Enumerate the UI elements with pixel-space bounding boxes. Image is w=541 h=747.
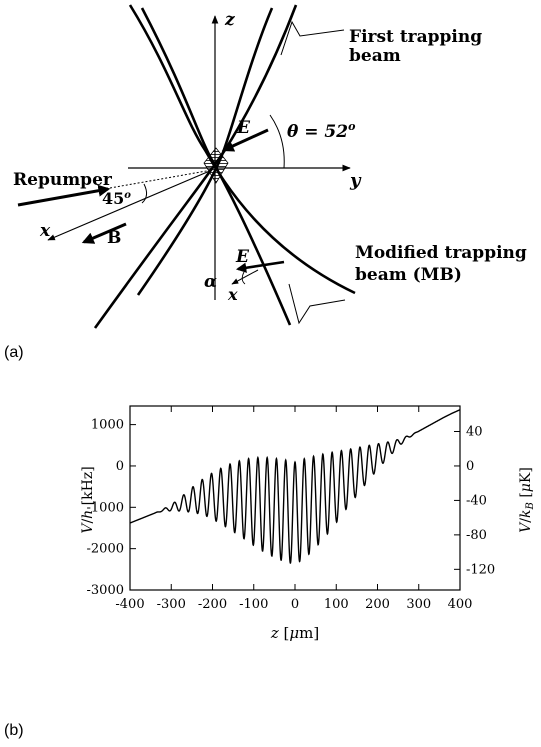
theta-label-sup: o: [348, 120, 355, 133]
y-left-ticks: -3000 -2000 -1000 0 1000: [87, 418, 136, 598]
panel-a-diagram: z y x x E E B α θ = 52o 45o Repumper Fir…: [13, 4, 527, 329]
y-left-tick-label: -2000: [87, 542, 124, 557]
first-beam-pointer: [280, 20, 345, 56]
theta-label-main: θ = 52: [287, 122, 348, 142]
x-rotated-label: x: [227, 285, 238, 304]
theta-arc: [269, 114, 285, 169]
modified-beam-label-1: Modified trapping: [355, 243, 527, 263]
x-tick-label: -400: [115, 597, 144, 612]
y-right-tick-label: -40: [466, 493, 487, 508]
plot-frame: [129, 405, 461, 591]
x-ticks: -400 -300 -200 -100 0 100 200 300 400: [115, 406, 472, 612]
B-label: B: [107, 228, 121, 248]
x-rotated-arrow: [231, 269, 259, 285]
angle-45-label: 45o: [102, 189, 131, 208]
first-beam-label-1: First trapping: [349, 27, 482, 47]
E-top-label: E: [236, 118, 251, 138]
z-axis-label: z: [224, 10, 235, 30]
angle-45-arc: [141, 183, 148, 204]
B-field-arrow: [81, 222, 127, 244]
x-axis-label: z [μm]: [270, 624, 319, 642]
angle-45-main: 45: [102, 189, 124, 208]
x-tick-label: -300: [157, 597, 186, 612]
y-left-axis-label: V/h [kHz]: [80, 466, 96, 533]
repumper-arrow: [17, 184, 111, 207]
E-bottom-label: E: [235, 247, 250, 267]
y-right-ticks: -120 -80 -40 0 40: [454, 424, 495, 577]
potential-curve: [129, 409, 461, 564]
y-right-tick-label: -120: [466, 562, 495, 577]
y-right-tick-label: -80: [466, 528, 487, 543]
first-beam-edge-2: [128, 4, 356, 295]
modified-beam-pointer: [288, 283, 346, 325]
panel-b-chart: -400 -300 -200 -100 0 100 200 300 400 -3000-2000…: [80, 405, 536, 642]
E-field-arrow-top: [221, 128, 269, 152]
x-tick-label: 400: [448, 597, 473, 612]
y-right-axis-label: V/kB [μK]: [518, 467, 536, 533]
first-beam-edge-1: [93, 4, 298, 329]
x-tick-label: -100: [239, 597, 268, 612]
x-tick-label: 0: [291, 597, 299, 612]
x-tick-label: -200: [198, 597, 227, 612]
x-axis-label: x: [39, 221, 51, 241]
panel-b-label: (b): [4, 722, 24, 739]
y-right-tick-label: 40: [466, 424, 483, 439]
y-left-tick-label: -1000: [87, 500, 124, 515]
repumper-label: Repumper: [13, 170, 113, 190]
first-beam-label-2: beam: [349, 46, 401, 66]
y-left-tick-label: 1000: [91, 418, 124, 433]
x-tick-label: 200: [365, 597, 390, 612]
theta-label: θ = 52o: [287, 120, 355, 142]
y-left-tick-label: -3000: [87, 583, 124, 598]
E-field-arrow-bottom: [235, 260, 285, 273]
x-tick-label: 300: [406, 597, 431, 612]
y-right-tick-label: 0: [466, 459, 474, 474]
y-axis-label: y: [349, 170, 362, 191]
repumper-dotted-line: [109, 169, 213, 189]
alpha-arc: [241, 271, 246, 285]
alpha-label: α: [204, 272, 217, 292]
modified-beam-label-2: beam (MB): [355, 265, 462, 285]
x-tick-label: 100: [324, 597, 349, 612]
x-axis: [47, 169, 213, 241]
y-left-tick-label: 0: [116, 459, 124, 474]
overlap-region: [203, 147, 229, 184]
panel-a-label: (a): [4, 344, 24, 361]
angle-45-sup: o: [124, 190, 131, 201]
